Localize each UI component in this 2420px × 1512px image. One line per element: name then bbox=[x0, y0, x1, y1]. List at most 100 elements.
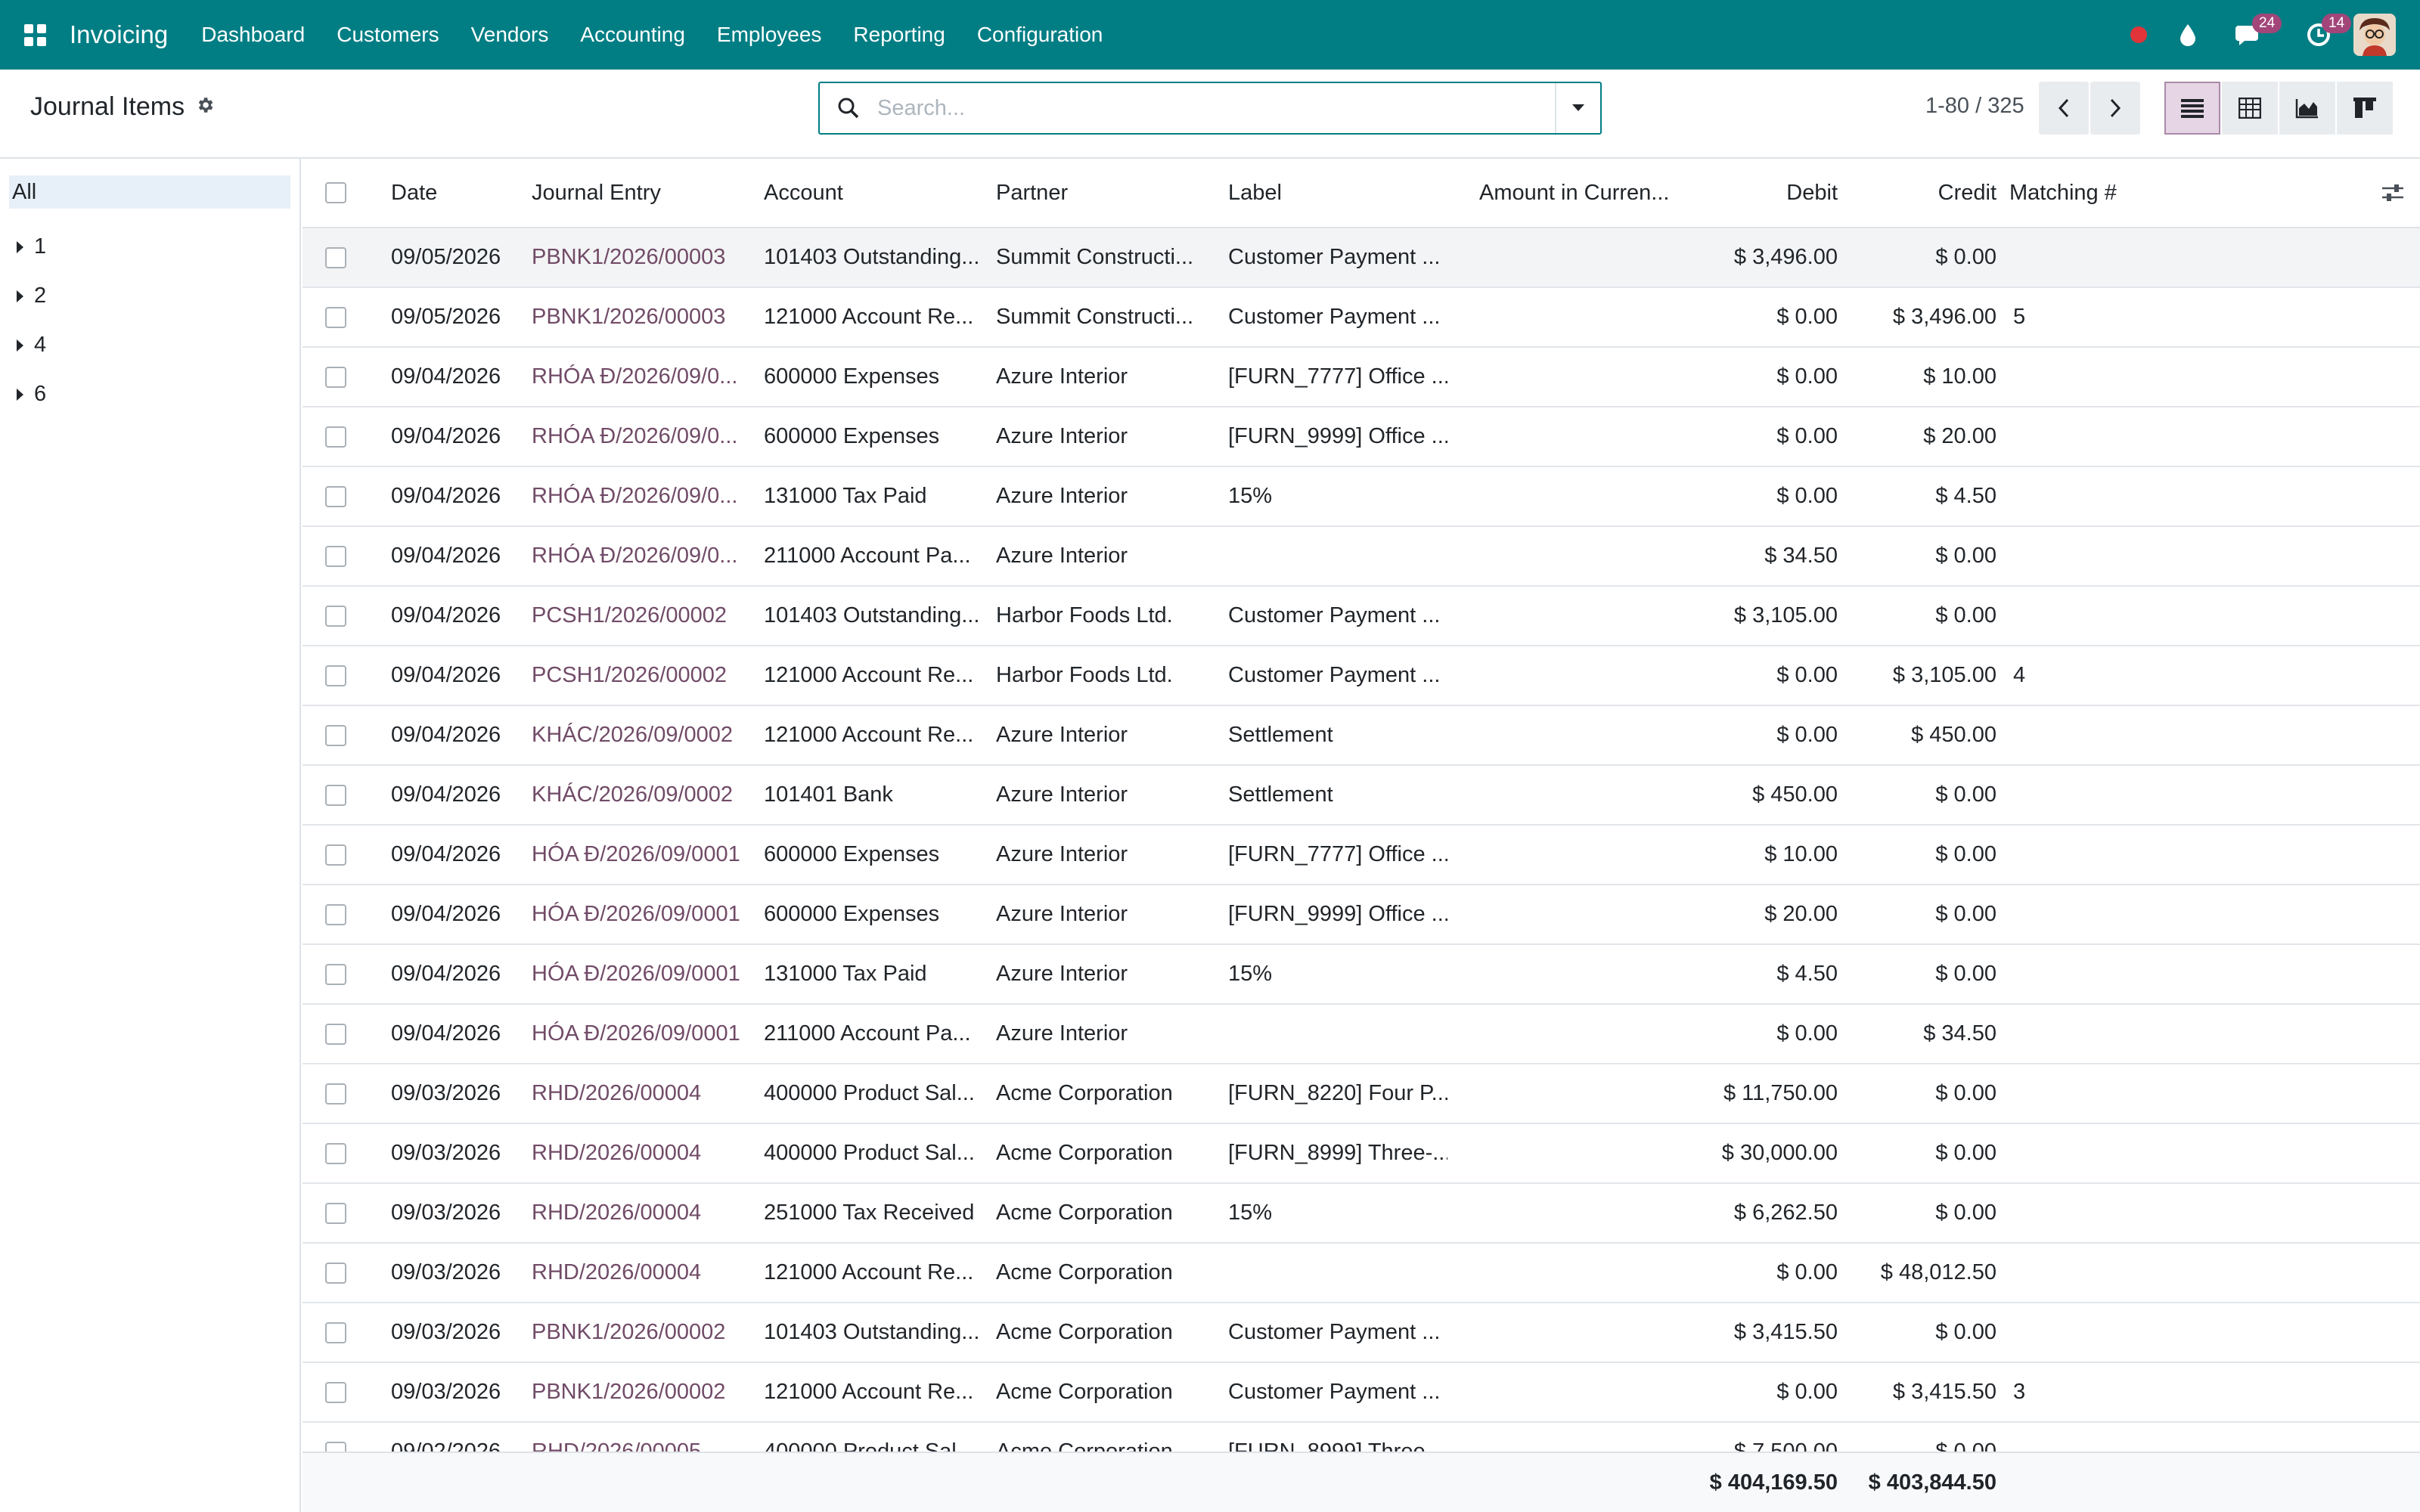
cell-journal-entry-text[interactable]: PBNK1/2026/00003 bbox=[532, 245, 726, 269]
row-checkbox-cell[interactable] bbox=[325, 1005, 355, 1063]
column-date[interactable]: Date bbox=[391, 180, 438, 205]
table-row[interactable]: 09/04/2026 KHÁC/2026/09/0002 101401 Bank Az… bbox=[302, 766, 2420, 826]
table-row[interactable]: 09/04/2026 RHÓA Đ/2026/09/0... 211000 Acco… bbox=[302, 527, 2420, 587]
row-checkbox-cell[interactable] bbox=[325, 587, 355, 645]
table-row[interactable]: 09/03/2026 PBNK1/2026/00002 121000 Account… bbox=[302, 1363, 2420, 1423]
table-row[interactable]: 09/04/2026 HÓA Đ/2026/09/0001 600000 Expen… bbox=[302, 885, 2420, 945]
row-checkbox-cell[interactable] bbox=[325, 407, 355, 466]
cell-journal-entry-text[interactable]: PCSH1/2026/00002 bbox=[532, 603, 727, 627]
menu-reporting[interactable]: Reporting bbox=[853, 23, 945, 46]
row-checkbox[interactable] bbox=[325, 903, 346, 925]
row-checkbox-cell[interactable] bbox=[325, 527, 355, 585]
row-checkbox[interactable] bbox=[325, 605, 346, 627]
menu-employees[interactable]: Employees bbox=[716, 23, 822, 46]
row-checkbox[interactable] bbox=[325, 1023, 346, 1045]
row-checkbox[interactable] bbox=[325, 1381, 346, 1403]
cell-journal-entry-text[interactable]: RHD/2026/00004 bbox=[532, 1260, 702, 1284]
table-row[interactable]: 09/05/2026 PBNK1/2026/00003 121000 Account… bbox=[302, 288, 2420, 348]
select-all-checkbox-cell[interactable] bbox=[325, 159, 355, 227]
column-journal-entry[interactable]: Journal Entry bbox=[532, 180, 661, 205]
messages-icon[interactable]: 24 bbox=[2214, 0, 2284, 70]
cell-journal-entry-text[interactable]: KHÁC/2026/09/0002 bbox=[532, 782, 734, 807]
app-name[interactable]: Invoicing bbox=[70, 20, 169, 48]
gear-icon[interactable] bbox=[195, 92, 215, 122]
pager-next-button[interactable] bbox=[2090, 82, 2140, 135]
cell-journal-entry-text[interactable]: RHD/2026/00004 bbox=[532, 1141, 702, 1165]
list-view-button[interactable] bbox=[2164, 82, 2220, 135]
cell-journal-entry-text[interactable]: HÓA Đ/2026/09/0001 bbox=[532, 1021, 740, 1046]
cell-journal-entry-text[interactable]: RHD/2026/00004 bbox=[532, 1081, 702, 1105]
table-row[interactable]: 09/02/2026 RHD/2026/00005 400000 Product S… bbox=[302, 1423, 2420, 1452]
table-row[interactable]: 09/03/2026 RHD/2026/00004 121000 Account R… bbox=[302, 1244, 2420, 1303]
cell-journal-entry-text[interactable]: PBNK1/2026/00003 bbox=[532, 305, 726, 329]
cell-journal-entry-text[interactable]: HÓA Đ/2026/09/0001 bbox=[532, 842, 740, 866]
cell-journal-entry-text[interactable]: KHÁC/2026/09/0002 bbox=[532, 723, 734, 747]
kanban-view-button[interactable] bbox=[2337, 82, 2393, 135]
row-checkbox-cell[interactable] bbox=[325, 228, 355, 287]
table-row[interactable]: 09/04/2026 RHÓA Đ/2026/09/0... 600000 Expe… bbox=[302, 407, 2420, 467]
optional-columns-toggle[interactable] bbox=[2381, 159, 2411, 227]
row-checkbox[interactable] bbox=[325, 366, 346, 388]
row-checkbox[interactable] bbox=[325, 1202, 346, 1224]
row-checkbox-cell[interactable] bbox=[325, 348, 355, 406]
filter-journal-4[interactable]: 4 bbox=[0, 321, 299, 370]
cell-journal-entry-text[interactable]: RHÓA Đ/2026/09/0... bbox=[532, 424, 738, 448]
pager-value[interactable]: 1-80 / 325 bbox=[1925, 94, 2024, 118]
table-row[interactable]: 09/04/2026 RHÓA Đ/2026/09/0... 131000 Tax … bbox=[302, 467, 2420, 527]
cell-journal-entry-text[interactable]: RHÓA Đ/2026/09/0... bbox=[532, 484, 738, 508]
row-checkbox[interactable] bbox=[325, 1142, 346, 1164]
row-checkbox[interactable] bbox=[325, 246, 346, 268]
cell-journal-entry-text[interactable]: RHD/2026/00004 bbox=[532, 1201, 702, 1225]
table-row[interactable]: 09/04/2026 RHÓA Đ/2026/09/0... 600000 Expe… bbox=[302, 348, 2420, 407]
row-checkbox[interactable] bbox=[325, 485, 346, 507]
row-checkbox-cell[interactable] bbox=[325, 885, 355, 943]
row-checkbox[interactable] bbox=[325, 426, 346, 448]
filter-journal-2[interactable]: 2 bbox=[0, 271, 299, 321]
row-checkbox-cell[interactable] bbox=[325, 1184, 355, 1242]
user-avatar[interactable] bbox=[2353, 14, 2396, 56]
column-debit[interactable]: Debit bbox=[1786, 180, 1838, 205]
column-matching[interactable]: Matching # bbox=[2009, 180, 2117, 205]
row-checkbox[interactable] bbox=[325, 545, 346, 567]
row-checkbox-cell[interactable] bbox=[325, 1064, 355, 1123]
row-checkbox[interactable] bbox=[325, 784, 346, 806]
select-all-checkbox[interactable] bbox=[325, 182, 346, 203]
menu-accounting[interactable]: Accounting bbox=[580, 23, 685, 46]
graph-view-button[interactable] bbox=[2279, 82, 2335, 135]
filter-journal-1[interactable]: 1 bbox=[0, 222, 299, 271]
table-row[interactable]: 09/03/2026 PBNK1/2026/00002 101403 Outstan… bbox=[302, 1303, 2420, 1363]
table-row[interactable]: 09/03/2026 RHD/2026/00004 400000 Product S… bbox=[302, 1124, 2420, 1184]
menu-dashboard[interactable]: Dashboard bbox=[201, 23, 306, 46]
recording-status-icon[interactable] bbox=[2116, 0, 2161, 70]
cell-journal-entry-text[interactable]: RHÓA Đ/2026/09/0... bbox=[532, 364, 738, 389]
row-checkbox-cell[interactable] bbox=[325, 945, 355, 1003]
row-checkbox-cell[interactable] bbox=[325, 706, 355, 764]
cell-journal-entry-text[interactable]: PBNK1/2026/00002 bbox=[532, 1320, 726, 1344]
row-checkbox[interactable] bbox=[325, 1321, 346, 1343]
row-checkbox-cell[interactable] bbox=[325, 288, 355, 346]
filter-journal-6[interactable]: 6 bbox=[0, 370, 299, 419]
cell-journal-entry-text[interactable]: RHD/2026/00005 bbox=[532, 1439, 702, 1452]
pager-previous-button[interactable] bbox=[2039, 82, 2089, 135]
row-checkbox-cell[interactable] bbox=[325, 1363, 355, 1421]
row-checkbox-cell[interactable] bbox=[325, 826, 355, 884]
cell-journal-entry-text[interactable]: HÓA Đ/2026/09/0001 bbox=[532, 962, 740, 986]
cell-journal-entry-text[interactable]: RHÓA Đ/2026/09/0... bbox=[532, 544, 738, 568]
pivot-view-button[interactable] bbox=[2222, 82, 2278, 135]
activities-clock-icon[interactable]: 14 bbox=[2284, 0, 2353, 70]
table-row[interactable]: 09/03/2026 RHD/2026/00004 400000 Product S… bbox=[302, 1064, 2420, 1124]
table-row[interactable]: 09/04/2026 HÓA Đ/2026/09/0001 131000 Tax P… bbox=[302, 945, 2420, 1005]
row-checkbox[interactable] bbox=[325, 1083, 346, 1105]
table-row[interactable]: 09/05/2026 PBNK1/2026/00003 101403 Outstan… bbox=[302, 228, 2420, 288]
row-checkbox[interactable] bbox=[325, 844, 346, 866]
cell-journal-entry-text[interactable]: PCSH1/2026/00002 bbox=[532, 663, 727, 687]
row-checkbox-cell[interactable] bbox=[325, 1423, 355, 1452]
table-row[interactable]: 09/04/2026 HÓA Đ/2026/09/0001 600000 Expen… bbox=[302, 826, 2420, 885]
water-drop-icon[interactable] bbox=[2161, 0, 2214, 70]
column-amount-currency[interactable]: Amount in Curren... bbox=[1479, 180, 1670, 205]
row-checkbox-cell[interactable] bbox=[325, 646, 355, 705]
column-credit[interactable]: Credit bbox=[1938, 180, 1996, 205]
row-checkbox-cell[interactable] bbox=[325, 1303, 355, 1362]
row-checkbox[interactable] bbox=[325, 306, 346, 328]
menu-customers[interactable]: Customers bbox=[337, 23, 439, 46]
